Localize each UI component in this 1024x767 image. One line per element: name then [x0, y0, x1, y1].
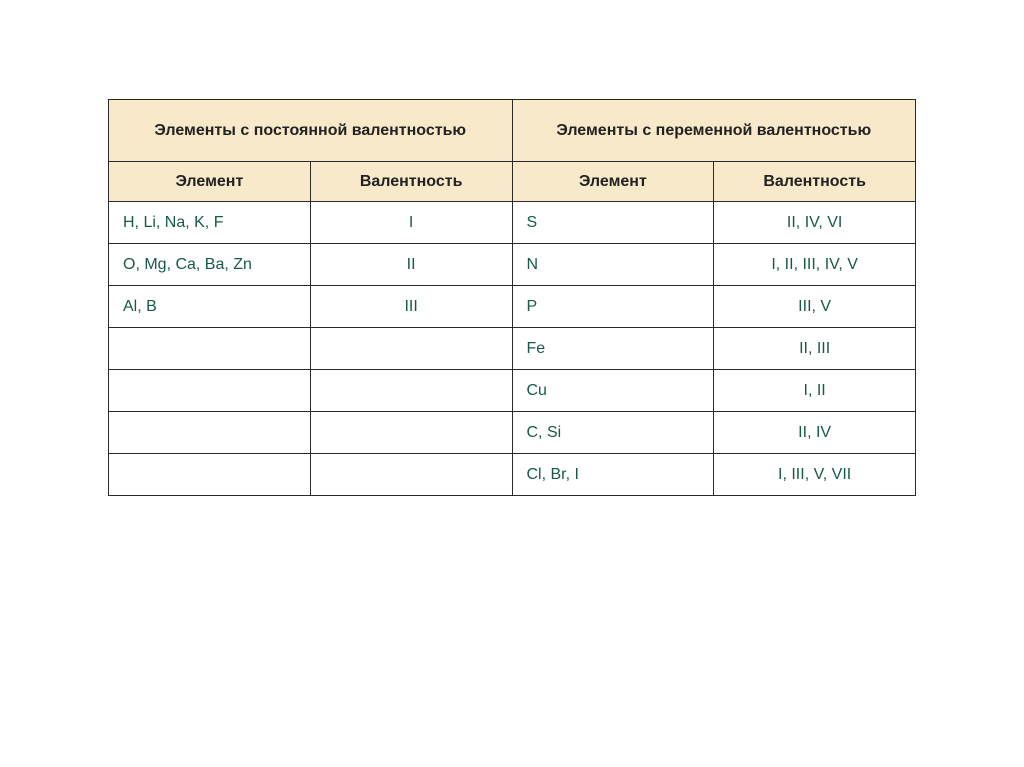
valence-table-container: Элементы с постоянной валентностью Элеме… [108, 99, 916, 496]
valence-table-body: H, Li, Na, K, F I S II, IV, VI O, Mg, Ca… [109, 202, 916, 496]
table-header-row-columns: Элемент Валентность Элемент Валентность [109, 162, 916, 202]
cell-constant-valence: III [310, 286, 512, 328]
cell-constant-valence [310, 370, 512, 412]
cell-variable-valence: I, III, V, VII [714, 454, 916, 496]
cell-constant-element: H, Li, Na, K, F [109, 202, 311, 244]
cell-constant-valence [310, 454, 512, 496]
cell-variable-element: S [512, 202, 714, 244]
table-row: Cu I, II [109, 370, 916, 412]
table-row: Al, B III P III, V [109, 286, 916, 328]
cell-constant-valence [310, 412, 512, 454]
table-row: O, Mg, Ca, Ba, Zn II N I, II, III, IV, V [109, 244, 916, 286]
cell-variable-element: Cl, Br, I [512, 454, 714, 496]
header-variable-valence: Элементы с переменной валентностью [512, 100, 916, 162]
cell-variable-element: P [512, 286, 714, 328]
cell-constant-element [109, 370, 311, 412]
cell-variable-valence: II, IV, VI [714, 202, 916, 244]
cell-variable-element: Cu [512, 370, 714, 412]
header-constant-valence: Элементы с постоянной валентностью [109, 100, 513, 162]
cell-variable-valence: II, IV [714, 412, 916, 454]
subheader-constant-element: Элемент [109, 162, 311, 202]
cell-variable-element: N [512, 244, 714, 286]
cell-variable-element: Fe [512, 328, 714, 370]
subheader-variable-element: Элемент [512, 162, 714, 202]
cell-variable-valence: III, V [714, 286, 916, 328]
table-row: H, Li, Na, K, F I S II, IV, VI [109, 202, 916, 244]
valence-table: Элементы с постоянной валентностью Элеме… [108, 99, 916, 496]
table-row: C, Si II, IV [109, 412, 916, 454]
table-row: Cl, Br, I I, III, V, VII [109, 454, 916, 496]
cell-variable-valence: I, II [714, 370, 916, 412]
cell-constant-element [109, 328, 311, 370]
table-row: Fe II, III [109, 328, 916, 370]
cell-constant-valence: I [310, 202, 512, 244]
cell-variable-valence: II, III [714, 328, 916, 370]
subheader-constant-valence: Валентность [310, 162, 512, 202]
cell-constant-element [109, 454, 311, 496]
subheader-variable-valence: Валентность [714, 162, 916, 202]
cell-constant-element [109, 412, 311, 454]
cell-constant-valence [310, 328, 512, 370]
table-header-row-groups: Элементы с постоянной валентностью Элеме… [109, 100, 916, 162]
cell-variable-element: C, Si [512, 412, 714, 454]
page: Элементы с постоянной валентностью Элеме… [0, 0, 1024, 767]
cell-variable-valence: I, II, III, IV, V [714, 244, 916, 286]
cell-constant-element: Al, B [109, 286, 311, 328]
cell-constant-element: O, Mg, Ca, Ba, Zn [109, 244, 311, 286]
cell-constant-valence: II [310, 244, 512, 286]
